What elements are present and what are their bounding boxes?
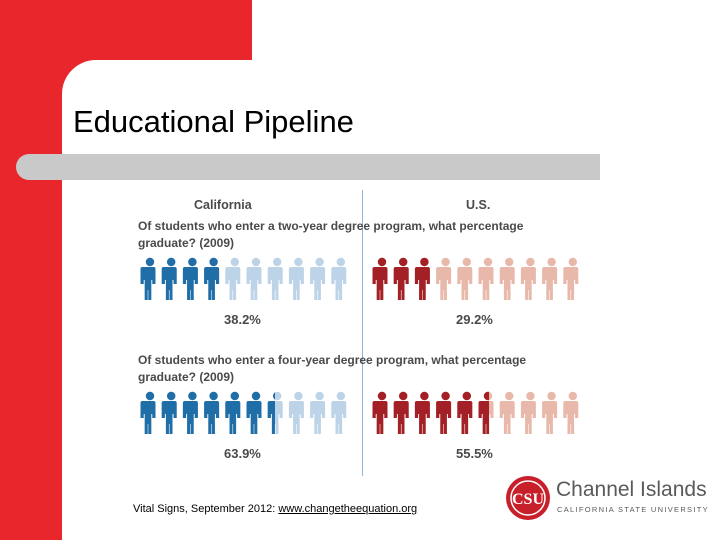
source-prefix: Vital Signs, September 2012: <box>133 503 279 515</box>
person-icon <box>140 257 156 300</box>
person-icon <box>267 391 283 434</box>
person-icon <box>161 391 177 434</box>
person-icon <box>140 391 156 434</box>
person-icon <box>225 257 241 300</box>
question-two-year: Of students who enter a two-year degree … <box>138 219 524 250</box>
person-icon <box>457 391 473 434</box>
person-icon <box>267 257 283 300</box>
person-icon <box>542 257 558 300</box>
person-icon <box>542 391 558 434</box>
person-icon <box>204 257 220 300</box>
slide-title: Educational Pipeline <box>73 104 354 139</box>
person-icon <box>563 391 579 434</box>
pct-four-year-california: 63.9% <box>224 446 261 461</box>
person-icon <box>246 257 262 300</box>
source-citation: Vital Signs, September 2012: www.changet… <box>133 503 417 515</box>
person-icon <box>563 257 579 300</box>
person-icon <box>288 257 304 300</box>
person-icon <box>246 391 262 434</box>
person-icon <box>393 391 409 434</box>
person-icon <box>457 257 473 300</box>
infographic: California U.S. Of students who enter a … <box>134 186 590 478</box>
person-icon <box>436 391 452 434</box>
person-icons-us <box>372 391 579 434</box>
california-header: California <box>194 198 252 212</box>
person-icon <box>520 257 536 300</box>
person-icon <box>414 257 430 300</box>
figure-row-two-year-us <box>372 256 583 304</box>
csu-channel-islands-logo: CSU Channel Islands CALIFORNIA STATE UNI… <box>504 474 708 522</box>
person-icon <box>414 391 430 434</box>
person-icon <box>225 391 241 434</box>
person-icon <box>520 391 536 434</box>
question-four-year: Of students who enter a four-year degree… <box>138 353 527 384</box>
person-icon <box>478 257 494 300</box>
title-underline-bar-fill <box>62 154 600 180</box>
figure-row-two-year-california <box>140 256 351 304</box>
person-icon <box>436 257 452 300</box>
figure-row-four-year-california <box>140 390 351 438</box>
figure-row-four-year-us <box>372 390 583 438</box>
person-icon <box>182 391 198 434</box>
person-icons-us <box>372 257 579 300</box>
person-icons-california <box>140 257 347 300</box>
person-icon <box>499 391 515 434</box>
person-icon <box>331 257 347 300</box>
csu-seal-icon: CSU <box>506 476 550 520</box>
person-icon <box>310 391 326 434</box>
person-icon <box>372 391 388 434</box>
person-icon <box>499 257 515 300</box>
pct-two-year-california: 38.2% <box>224 312 261 327</box>
source-link[interactable]: www.changetheequation.org <box>278 503 418 515</box>
person-icons-california <box>140 391 347 434</box>
person-icon <box>393 257 409 300</box>
person-icon <box>161 257 177 300</box>
logo-subtitle: CALIFORNIA STATE UNIVERSITY <box>557 505 709 514</box>
person-icon <box>478 391 494 434</box>
us-header: U.S. <box>466 198 491 212</box>
red-left-edge <box>0 0 62 540</box>
person-icon <box>331 391 347 434</box>
column-divider <box>362 190 363 476</box>
logo-mark-text: CSU <box>512 491 544 508</box>
pct-four-year-us: 55.5% <box>456 446 493 461</box>
pct-two-year-us: 29.2% <box>456 312 493 327</box>
person-icon <box>310 257 326 300</box>
logo-name: Channel Islands <box>556 478 707 501</box>
person-icon <box>288 391 304 434</box>
person-icon <box>204 391 220 434</box>
person-icon <box>182 257 198 300</box>
person-icon <box>372 257 388 300</box>
